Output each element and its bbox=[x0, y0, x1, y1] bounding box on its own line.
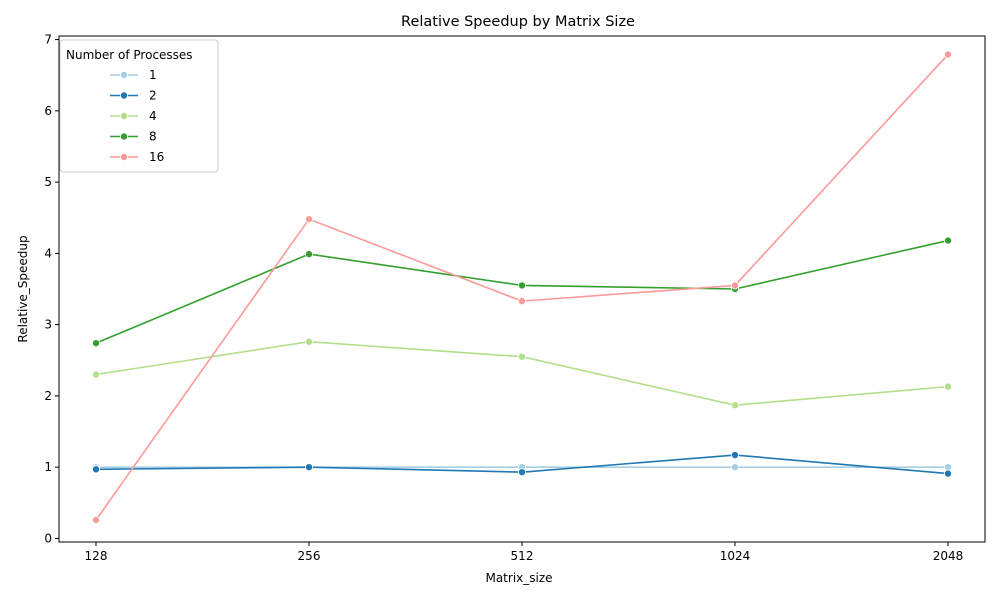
y-tick-label: 6 bbox=[44, 104, 52, 118]
data-point bbox=[944, 236, 953, 245]
data-point bbox=[304, 463, 313, 472]
legend-label: 1 bbox=[149, 68, 157, 82]
legend-label: 2 bbox=[149, 89, 157, 103]
data-point bbox=[518, 468, 527, 477]
series-8 bbox=[92, 236, 953, 348]
y-tick-label: 4 bbox=[44, 246, 52, 260]
data-point bbox=[944, 469, 953, 478]
legend-marker bbox=[120, 71, 129, 80]
y-tick-label: 5 bbox=[44, 175, 52, 189]
y-axis-label: Relative_Speedup bbox=[16, 235, 30, 342]
legend-item-16: 16 bbox=[110, 150, 164, 164]
data-point bbox=[92, 339, 101, 348]
data-point bbox=[92, 370, 101, 379]
data-point bbox=[304, 337, 313, 346]
data-point bbox=[518, 297, 527, 306]
x-axis-label: Matrix_size bbox=[485, 571, 552, 585]
x-tick-label: 2048 bbox=[933, 549, 964, 563]
y-tick-label: 3 bbox=[44, 318, 52, 332]
x-tick-label: 1024 bbox=[720, 549, 751, 563]
y-tick-label: 2 bbox=[44, 389, 52, 403]
legend-item-4: 4 bbox=[110, 109, 157, 123]
data-point bbox=[944, 382, 953, 391]
legend: Number of Processes 1 2 4 8 16 bbox=[59, 39, 219, 173]
data-point bbox=[304, 250, 313, 259]
data-point bbox=[92, 515, 101, 524]
chart-title: Relative Speedup by Matrix Size bbox=[401, 14, 635, 30]
data-point bbox=[304, 215, 313, 224]
data-point bbox=[731, 401, 740, 410]
data-point bbox=[92, 465, 101, 474]
data-point bbox=[518, 281, 527, 290]
y-tick-label: 7 bbox=[44, 33, 52, 47]
y-axis: 0 1 2 3 4 5 6 7 bbox=[44, 33, 59, 545]
legend-marker bbox=[120, 91, 129, 100]
legend-marker bbox=[120, 152, 129, 161]
legend-title: Number of Processes bbox=[66, 48, 193, 62]
data-point bbox=[944, 50, 953, 59]
y-tick-label: 0 bbox=[44, 531, 52, 545]
series-4 bbox=[92, 337, 953, 410]
legend-label: 8 bbox=[149, 130, 157, 144]
series-2 bbox=[92, 451, 953, 478]
data-point bbox=[731, 451, 740, 460]
x-tick-label: 128 bbox=[85, 549, 108, 563]
series-line bbox=[95, 340, 949, 406]
x-axis: 128 256 512 1024 2048 bbox=[85, 542, 964, 563]
legend-item-8: 8 bbox=[110, 130, 157, 144]
legend-marker bbox=[120, 132, 129, 141]
legend-box bbox=[59, 39, 219, 173]
series-16 bbox=[92, 50, 953, 524]
data-point bbox=[731, 281, 740, 290]
legend-item-2: 2 bbox=[110, 89, 157, 103]
series-line bbox=[95, 239, 949, 344]
data-point bbox=[518, 352, 527, 361]
legend-label: 16 bbox=[149, 150, 164, 164]
plot-area bbox=[92, 50, 953, 524]
data-point bbox=[731, 463, 740, 472]
x-tick-label: 512 bbox=[511, 549, 534, 563]
legend-marker bbox=[120, 112, 129, 121]
y-tick-label: 1 bbox=[44, 460, 52, 474]
x-tick-label: 256 bbox=[298, 549, 321, 563]
legend-label: 4 bbox=[149, 109, 157, 123]
legend-item-1: 1 bbox=[110, 68, 157, 82]
